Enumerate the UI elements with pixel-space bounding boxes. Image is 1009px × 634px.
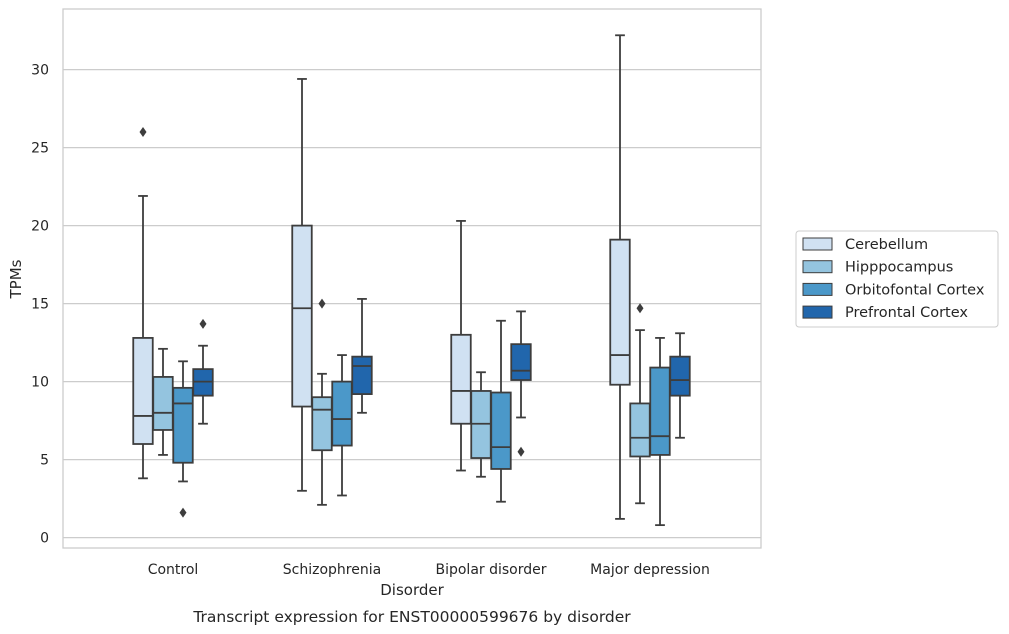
box-iqr <box>510 343 532 381</box>
y-tick-labels: 0 5 10 15 20 25 30 <box>31 63 49 547</box>
x-tick-label: Bipolar disorder <box>435 562 546 578</box>
box-iqr <box>132 337 154 445</box>
box-orbitofontal-cortex <box>649 337 671 527</box>
plot-frame <box>62 8 762 549</box>
box-cerebellum <box>609 34 631 520</box>
legend-label: Hipppocampus <box>845 260 953 276</box>
y-tick-label: 20 <box>31 219 49 235</box>
box-hipppocampus <box>629 303 651 505</box>
y-tick-label: 5 <box>40 453 49 469</box>
box-cerebellum <box>450 220 472 472</box>
box-prefrontal-cortex <box>351 298 373 414</box>
box-iqr <box>331 380 353 447</box>
legend-label: Cerebellum <box>845 237 928 253</box>
box-iqr <box>291 224 313 408</box>
box-layer <box>132 34 691 527</box>
outlier-point <box>199 318 207 329</box>
x-tick-labels: Control Schizophrenia Bipolar disorder Majo… <box>148 562 710 578</box>
box-iqr <box>629 402 651 458</box>
outlier-point <box>318 298 326 309</box>
x-axis-label: Disorder <box>380 581 444 599</box>
box-cerebellum <box>132 127 154 480</box>
box-prefrontal-cortex <box>510 310 532 457</box>
outlier-point <box>179 507 187 518</box>
box-iqr <box>351 355 373 395</box>
box-orbitofontal-cortex <box>490 319 512 503</box>
box-prefrontal-cortex <box>669 332 691 439</box>
y-tick-label: 25 <box>31 141 49 157</box>
box-cerebellum <box>291 78 313 492</box>
y-tick-label: 10 <box>31 375 49 391</box>
y-tick-label: 15 <box>31 297 49 313</box>
x-tick-label: Schizophrenia <box>283 562 381 578</box>
outlier-point <box>139 127 147 137</box>
box-iqr <box>450 333 472 425</box>
legend-swatch <box>802 237 833 251</box>
box-iqr <box>172 386 194 464</box>
legend-swatch <box>802 260 833 274</box>
box-iqr <box>669 355 691 397</box>
legend: Cerebellum Hipppocampus Orbitofontal Corte… <box>795 230 999 328</box>
legend-frame <box>795 230 999 328</box>
chart-caption: Transcript expression for ENST0000059967… <box>192 608 631 626</box>
box-hipppocampus <box>311 298 333 506</box>
legend-label: Prefrontal Cortex <box>845 305 968 321</box>
gridlines <box>63 68 761 539</box>
y-tick-label: 30 <box>31 63 49 79</box>
box-hipppocampus <box>152 347 174 456</box>
box-iqr <box>649 366 671 456</box>
box-iqr <box>311 396 333 452</box>
outlier-point <box>636 303 644 314</box>
y-tick-label: 0 <box>40 531 49 547</box>
legend-swatch <box>802 282 833 296</box>
box-iqr <box>152 376 174 431</box>
box-hipppocampus <box>470 371 492 478</box>
box-orbitofontal-cortex <box>172 360 194 518</box>
box-iqr <box>490 391 512 470</box>
x-tick-label: Control <box>148 562 199 578</box>
x-tick-label: Major depression <box>590 562 710 578</box>
box-orbitofontal-cortex <box>331 354 353 497</box>
legend-swatch <box>802 305 833 319</box>
outlier-point <box>517 446 525 457</box>
y-axis-label: TPMs <box>7 259 25 299</box>
box-prefrontal-cortex <box>192 318 214 425</box>
box-iqr <box>609 238 631 386</box>
legend-label: Orbitofontal Cortex <box>845 282 985 298</box>
